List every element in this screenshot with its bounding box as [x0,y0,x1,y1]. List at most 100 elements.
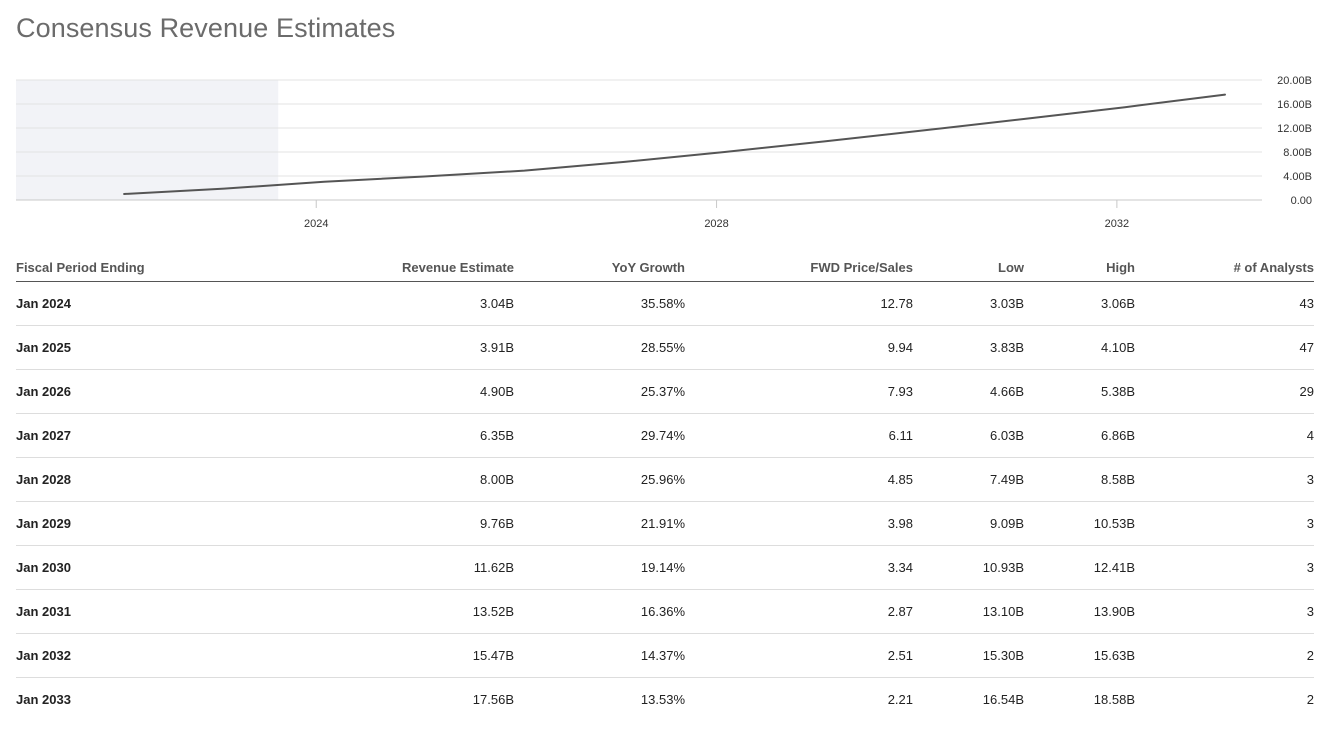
low-estimate-cell: 15.30B [913,633,1024,678]
column-header[interactable]: YoY Growth [514,253,685,282]
fwd-price-sales-cell: 12.78 [685,281,913,326]
revenue-estimate-cell: 3.04B [236,281,514,326]
column-header[interactable]: FWD Price/Sales [685,253,913,282]
fiscal-period-cell: Jan 2024 [16,281,236,326]
yoy-growth-cell: 13.53% [640,692,685,707]
table-row: Jan 2030 11.62B 19.14% 3.34 10.93B 12.41B 3 [16,545,1314,590]
fwd-price-sales-cell: 3.98 [685,501,913,546]
fiscal-period-cell: Jan 2025 [16,325,236,370]
historical-shade-band [16,80,279,200]
high-estimate-cell: 12.41B [1024,545,1135,590]
y-tick-label: 0.00 [1291,195,1312,207]
revenue-estimate-cell: 15.47B [236,633,514,678]
revenue-estimate-cell: 8.00B [236,457,514,502]
yoy-growth-cell: 28.55% [514,325,685,370]
page-title: Consensus Revenue Estimates [16,13,396,43]
high-estimate-cell: 3.06B [1024,281,1135,326]
low-estimate-cell: 13.10B [913,589,1024,634]
y-tick-label: 20.00B [1277,75,1312,87]
y-tick-label: 8.00B [1283,147,1312,159]
fiscal-period-cell: Jan 2029 [16,501,236,546]
high-estimate-cell: 5.38B [1024,369,1135,414]
revenue-estimate-cell: 4.90B [236,369,514,414]
fwd-price-sales-cell: 2.51 [685,633,913,678]
high-estimate-cell: 10.53B [1024,501,1135,546]
yoy-growth-cell: 16.36% [514,589,685,634]
revenue-series-line [123,93,1226,195]
yoy-growth-cell: 25.96% [514,457,685,502]
fiscal-period-cell: Jan 2030 [16,545,236,590]
table-row: Jan 2033 17.56B 13.53% 2.21 16.54B 18.58B 2 [16,678,1314,722]
revenue-estimate-cell: 9.76B [236,501,514,546]
estimates-table: Fiscal Period Ending Revenue Estimate Yo… [16,253,1314,721]
high-estimate-cell: 8.58B [1024,457,1135,502]
table-header-row: Fiscal Period Ending Revenue Estimate Yo… [16,253,1314,282]
table-row: Jan 2032 15.47B 14.37% 2.51 15.30B 15.63B 2 [16,633,1314,678]
x-tick-label: 2032 [1105,218,1129,230]
revenue-estimate-cell: 11.62B [236,545,514,590]
low-estimate-cell: 7.49B [913,457,1024,502]
low-estimate-cell: 9.09B [913,501,1024,546]
analyst-count-cell: 3 [1135,501,1314,546]
analyst-count-cell: 47 [1135,325,1314,370]
column-header[interactable]: # of Analysts [1135,253,1314,282]
analyst-count-cell: 3 [1135,545,1314,590]
revenue-estimate-cell: 13.52B [236,589,514,634]
low-estimate-cell: 6.03B [913,413,1024,458]
fiscal-period-cell: Jan 2033 [16,692,71,707]
yoy-growth-cell: 35.58% [514,281,685,326]
analyst-count-cell: 2 [1306,692,1314,707]
fwd-price-sales-cell: 9.94 [685,325,913,370]
low-estimate-cell: 3.03B [913,281,1024,326]
high-estimate-cell: 4.10B [1024,325,1135,370]
table-row: Jan 2029 9.76B 21.91% 3.98 9.09B 10.53B 3 [16,501,1314,546]
fiscal-period-cell: Jan 2028 [16,457,236,502]
fiscal-period-cell: Jan 2031 [16,589,236,634]
table-row: Jan 2027 6.35B 29.74% 6.11 6.03B 6.86B 4 [16,413,1314,458]
table-row: Jan 2031 13.52B 16.36% 2.87 13.10B 13.90B 3 [16,589,1314,634]
yoy-growth-cell: 21.91% [514,501,685,546]
high-estimate-cell: 6.86B [1024,413,1135,458]
low-estimate-cell: 16.54B [982,692,1024,707]
high-estimate-cell: 18.58B [1093,692,1135,707]
low-estimate-cell: 10.93B [913,545,1024,590]
fwd-price-sales-cell: 3.34 [685,545,913,590]
low-estimate-cell: 4.66B [913,369,1024,414]
x-tick-label: 2028 [704,218,728,230]
column-header[interactable]: Fiscal Period Ending [16,253,236,282]
revenue-estimate-cell: 3.91B [236,325,514,370]
table-row: Jan 2024 3.04B 35.58% 12.78 3.03B 3.06B 43 [16,281,1314,326]
analyst-count-cell: 2 [1135,633,1314,678]
column-header[interactable]: Low [913,253,1024,282]
y-tick-label: 12.00B [1277,123,1312,135]
analyst-count-cell: 4 [1135,413,1314,458]
column-header[interactable]: High [1024,253,1135,282]
revenue-estimate-cell: 17.56B [472,692,514,707]
high-estimate-cell: 13.90B [1024,589,1135,634]
fwd-price-sales-cell: 4.85 [685,457,913,502]
table-row: Jan 2026 4.90B 25.37% 7.93 4.66B 5.38B 29 [16,369,1314,414]
table-row: Jan 2025 3.91B 28.55% 9.94 3.83B 4.10B 47 [16,325,1314,370]
fwd-price-sales-cell: 2.21 [887,692,913,707]
fwd-price-sales-cell: 6.11 [685,413,913,458]
high-estimate-cell: 15.63B [1024,633,1135,678]
fiscal-period-cell: Jan 2027 [16,413,236,458]
low-estimate-cell: 3.83B [913,325,1024,370]
x-tick-label: 2024 [304,218,328,230]
fiscal-period-cell: Jan 2032 [16,633,236,678]
analyst-count-cell: 3 [1135,589,1314,634]
fwd-price-sales-cell: 2.87 [685,589,913,634]
y-tick-label: 16.00B [1277,99,1312,111]
fwd-price-sales-cell: 7.93 [685,369,913,414]
yoy-growth-cell: 25.37% [514,369,685,414]
column-header[interactable]: Revenue Estimate [236,253,514,282]
analyst-count-cell: 43 [1135,281,1314,326]
revenue-estimate-cell: 6.35B [236,413,514,458]
fiscal-period-cell: Jan 2026 [16,369,236,414]
analyst-count-cell: 29 [1135,369,1314,414]
yoy-growth-cell: 19.14% [514,545,685,590]
revenue-chart: 2024 2028 2032 20.00B 16.00B 12.00B 8.00B 4.00… [16,75,1312,230]
y-tick-label: 4.00B [1283,171,1312,183]
yoy-growth-cell: 29.74% [514,413,685,458]
